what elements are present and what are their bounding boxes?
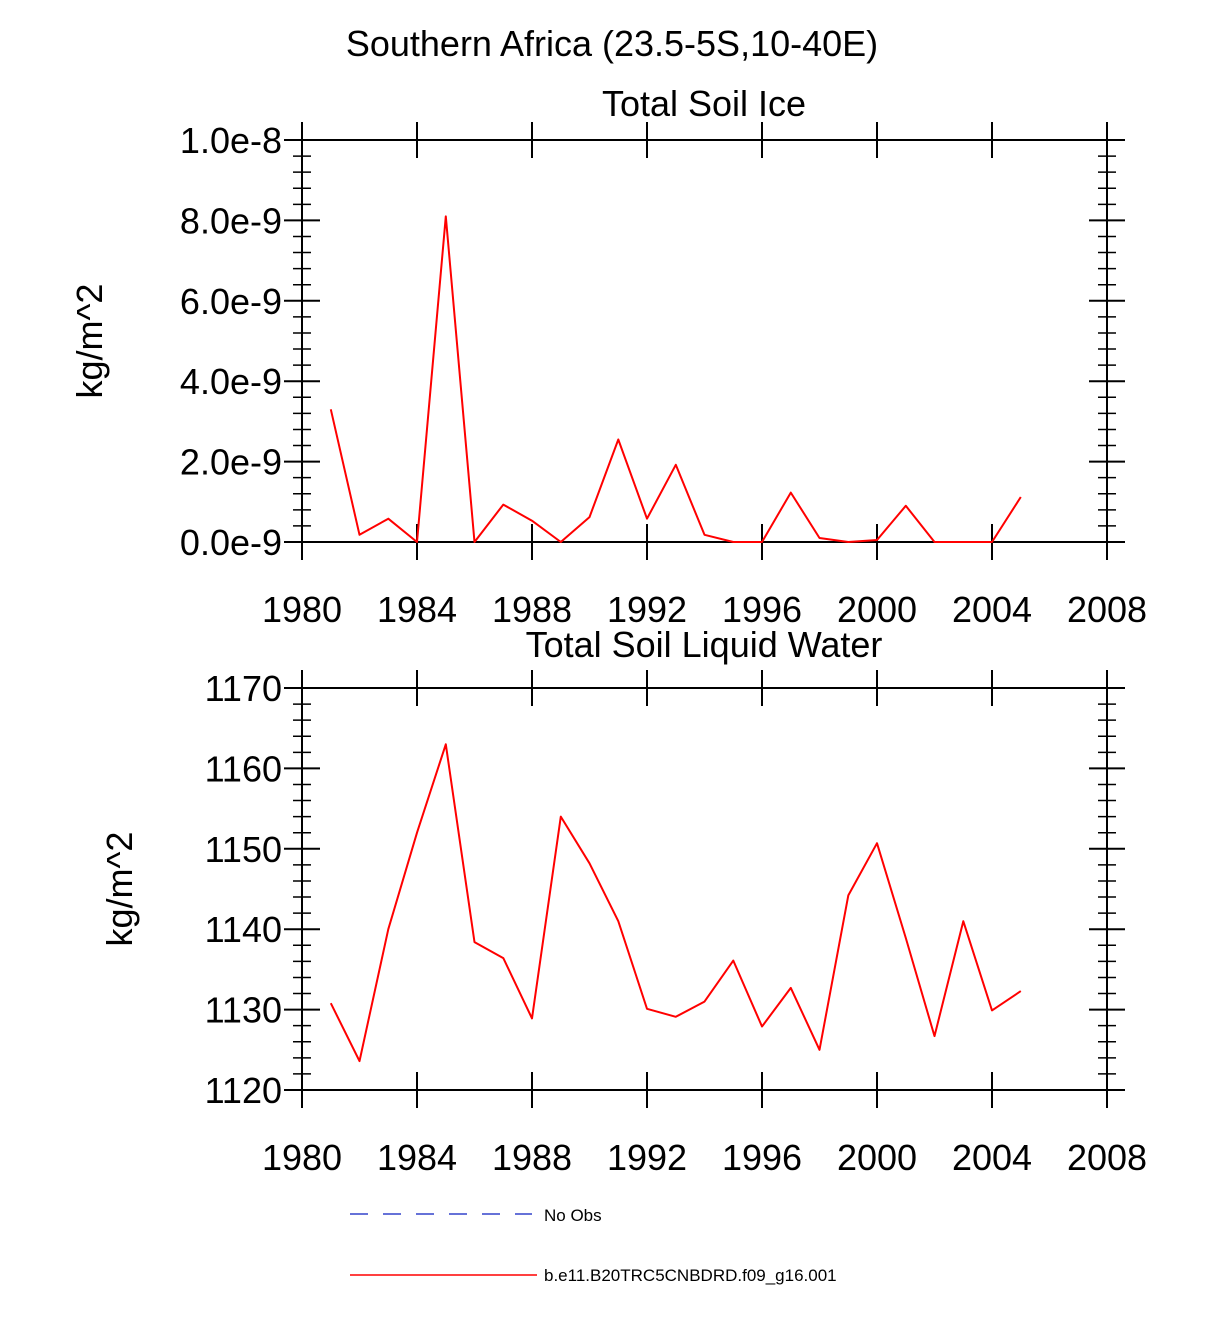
y-tick-label: 1120 <box>205 1070 282 1111</box>
y-tick-label: 2.0e-9 <box>180 442 282 483</box>
legend: No Obs b.e11.B20TRC5CNBDRD.f09_g16.001 <box>350 1206 837 1285</box>
x-tick-label: 1980 <box>262 1137 342 1178</box>
x-tick-label: 2004 <box>952 589 1032 630</box>
legend-label-no-obs: No Obs <box>544 1206 602 1225</box>
y-tick-label: 1140 <box>205 909 282 950</box>
x-tick-label: 1988 <box>492 1137 572 1178</box>
chart-title-soil-liquid-water: Total Soil Liquid Water <box>526 624 883 665</box>
ticks-soil-liquid-water <box>284 670 1125 1108</box>
plot-frame-soil-liquid-water <box>301 687 1108 1091</box>
chart-title-soil-ice: Total Soil Ice <box>602 83 806 124</box>
chart-panel-soil-ice: Total Soil Ice kg/m^2 1980 1984 1988 1992 19… <box>69 83 1147 630</box>
series-line-soil-liquid-water <box>329 743 1022 1063</box>
series-soil-ice <box>329 215 1022 543</box>
y-axis-label-soil-ice: kg/m^2 <box>69 284 110 399</box>
series-soil-liquid-water <box>329 743 1022 1063</box>
y-tick-label: 0.0e-9 <box>180 522 282 563</box>
x-tick-label: 1992 <box>607 589 687 630</box>
x-tick-label: 1996 <box>722 1137 802 1178</box>
figure-title: Southern Africa (23.5-5S,10-40E) <box>346 23 878 64</box>
x-tick-label: 2008 <box>1067 589 1147 630</box>
x-tick-label: 1996 <box>722 589 802 630</box>
x-tick-label: 1984 <box>377 589 457 630</box>
x-tick-label: 2000 <box>837 589 917 630</box>
y-tick-label: 1150 <box>205 829 282 870</box>
plot-frame-soil-ice <box>301 139 1108 543</box>
y-tick-label: 4.0e-9 <box>180 361 282 402</box>
ticks-soil-ice <box>284 122 1125 560</box>
y-tick-label: 8.0e-9 <box>180 200 282 241</box>
tick-labels-soil-liquid-water: 1980 1984 1988 1992 1996 2000 2004 2008 1120 1130… <box>205 668 1147 1178</box>
x-tick-label: 1988 <box>492 589 572 630</box>
y-tick-label: 1160 <box>205 748 282 789</box>
y-tick-label: 6.0e-9 <box>180 281 282 322</box>
x-tick-label: 2004 <box>952 1137 1032 1178</box>
x-tick-label: 1980 <box>262 589 342 630</box>
legend-label-model: b.e11.B20TRC5CNBDRD.f09_g16.001 <box>544 1266 837 1285</box>
y-tick-label: 1170 <box>205 668 282 709</box>
x-tick-label: 1992 <box>607 1137 687 1178</box>
x-tick-label: 2008 <box>1067 1137 1147 1178</box>
y-tick-label: 1.0e-8 <box>180 120 282 161</box>
chart-panel-soil-liquid-water: Total Soil Liquid Water kg/m^2 1980 1984 1… <box>99 624 1147 1178</box>
tick-labels-soil-ice: 1980 1984 1988 1992 1996 2000 2004 2008 0.0e-9 2.… <box>180 120 1147 630</box>
x-tick-label: 2000 <box>837 1137 917 1178</box>
y-axis-label-soil-liquid-water: kg/m^2 <box>99 832 140 947</box>
series-line-soil-ice <box>329 215 1022 543</box>
y-tick-label: 1130 <box>205 990 282 1031</box>
x-tick-label: 1984 <box>377 1137 457 1178</box>
